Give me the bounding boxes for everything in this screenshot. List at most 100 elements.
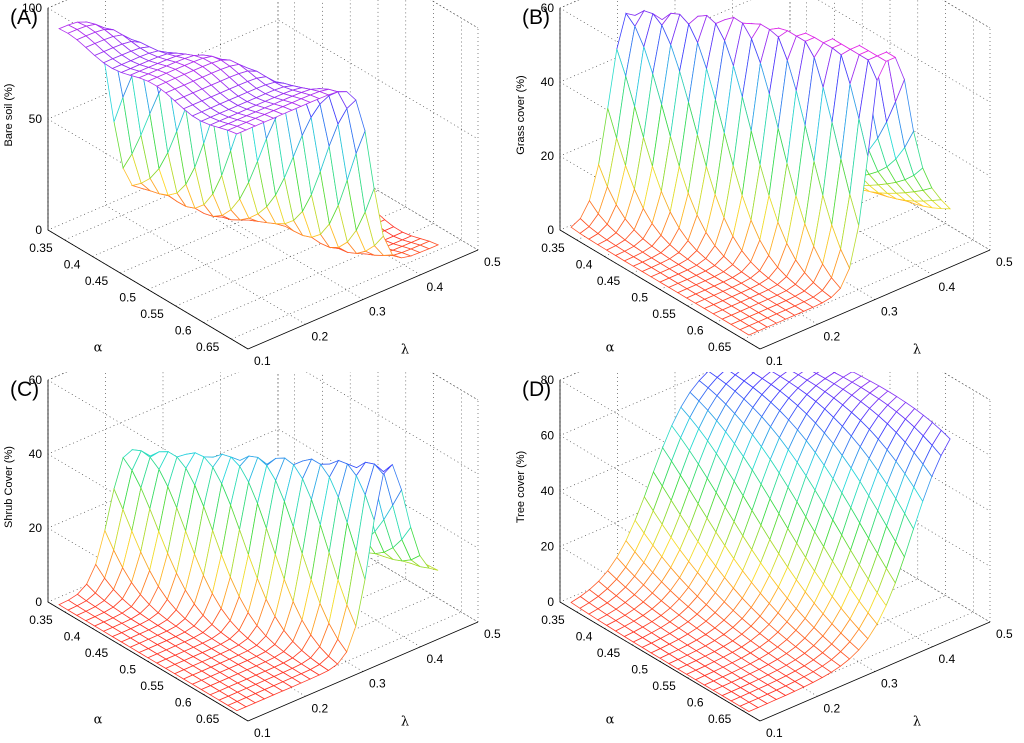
z-tick-label: 0 (35, 595, 42, 609)
surface-plot-a: 0.35 0.4 0.45 0.5 0.55 0.6 0.65 0.1 0.2 0.3 0.4 0.5… (3, 0, 501, 368)
surface-facet (739, 701, 759, 712)
panel-c: (C) 0.35 0.4 0.45 0.5 0.55 0.6 0.65 0.1 0.2 0.3 0.… (0, 372, 512, 743)
alpha-tick-label: 0.4 (576, 257, 593, 271)
y-axis-title: λ (913, 343, 921, 358)
z-tick-label: 40 (541, 484, 555, 498)
alpha-tick-label: 0.45 (85, 646, 109, 660)
z-tick-label: 100 (22, 1, 42, 15)
axis-line (759, 621, 991, 722)
surface-mesh (58, 449, 439, 712)
z-axis-title: Bare soil (%) (3, 84, 15, 147)
lambda-tick-label: 0.4 (939, 280, 956, 294)
z-tick-label: 60 (541, 429, 555, 443)
y-axis-title: λ (401, 343, 409, 358)
x-axis-title: α (606, 713, 615, 728)
alpha-tick-label: 0.65 (708, 712, 732, 726)
lambda-tick-label: 0.2 (312, 329, 329, 343)
lambda-tick-label: 0.2 (824, 329, 841, 343)
axis-line (247, 249, 479, 350)
lambda-tick-label: 0.5 (484, 627, 501, 641)
lambda-tick-label: 0.5 (996, 627, 1013, 641)
z-tick-label: 40 (29, 447, 43, 461)
grid-line (559, 372, 991, 500)
axis-line (759, 249, 991, 350)
lambda-tick-label: 0.2 (312, 701, 329, 715)
lambda-tick-label: 0.3 (369, 305, 386, 319)
z-tick-label: 0 (547, 223, 554, 237)
surface-plot-c: 0.35 0.4 0.45 0.5 0.55 0.6 0.65 0.1 0.2 0.3 0.4 0.5… (3, 372, 501, 740)
lambda-tick-label: 0.3 (369, 677, 386, 691)
z-tick-label: 80 (541, 373, 555, 387)
x-axis-title: α (94, 713, 103, 728)
alpha-tick-label: 0.4 (64, 629, 81, 643)
alpha-tick-label: 0.35 (29, 241, 53, 255)
surface-plot-d: 0.35 0.4 0.45 0.5 0.55 0.6 0.65 0.1 0.2 0.3 0.4 0.5… (515, 372, 1013, 740)
panel-d: (D) 0.35 0.4 0.45 0.5 0.55 0.6 0.65 0.1 0.2 0.3 0.… (512, 372, 1024, 743)
panel-b: (B) 0.35 0.4 0.45 0.5 0.55 0.6 0.65 0.1 0.2 0.3 0.… (512, 0, 1024, 371)
alpha-tick-label: 0.65 (196, 712, 220, 726)
lambda-tick-label: 0.5 (484, 255, 501, 269)
lambda-tick-label: 0.3 (881, 677, 898, 691)
y-axis-title: λ (913, 715, 921, 730)
z-tick-label: 20 (29, 521, 43, 535)
lambda-tick-label: 0.1 (254, 726, 271, 740)
surface-mesh (58, 21, 440, 259)
lambda-tick-label: 0.5 (996, 255, 1013, 269)
alpha-tick-label: 0.4 (576, 629, 593, 643)
panel-label: (D) (522, 378, 552, 401)
surface-mesh (570, 9, 952, 336)
lambda-tick-label: 0.1 (766, 726, 783, 740)
alpha-tick-label: 0.45 (597, 274, 621, 288)
z-axis-title: Tree cover (%) (515, 451, 527, 523)
z-tick-label: 0 (35, 223, 42, 237)
z-tick-label: 50 (29, 112, 43, 126)
alpha-tick-label: 0.6 (687, 324, 704, 338)
lambda-tick-label: 0.1 (254, 354, 271, 368)
surface-facet (226, 125, 248, 135)
alpha-tick-label: 0.6 (687, 696, 704, 710)
alpha-tick-label: 0.35 (541, 241, 565, 255)
surface-facet (739, 325, 759, 336)
alpha-tick-label: 0.65 (708, 340, 732, 354)
alpha-tick-label: 0.35 (29, 613, 53, 627)
lambda-tick-label: 0.4 (427, 280, 444, 294)
axis-line (247, 621, 479, 722)
z-tick-label: 60 (541, 1, 555, 15)
surface-mesh (570, 372, 951, 712)
axis-line (47, 229, 249, 350)
alpha-tick-label: 0.35 (541, 613, 565, 627)
alpha-tick-label: 0.5 (631, 291, 648, 305)
z-tick-label: 60 (29, 373, 43, 387)
alpha-tick-label: 0.55 (652, 679, 676, 693)
x-axis-title: α (94, 341, 103, 356)
alpha-tick-label: 0.55 (140, 679, 164, 693)
y-axis-title: λ (401, 715, 409, 730)
alpha-tick-label: 0.45 (597, 646, 621, 660)
alpha-tick-label: 0.45 (85, 274, 109, 288)
alpha-tick-label: 0.65 (196, 340, 220, 354)
tick-labels: 0.35 0.4 0.45 0.5 0.55 0.6 0.65 0.1 0.2 0.3 0.4 0.5… (22, 1, 501, 368)
z-tick-label: 20 (541, 149, 555, 163)
z-tick-label: 40 (541, 75, 555, 89)
axis-line (47, 601, 249, 722)
lambda-tick-label: 0.4 (939, 652, 956, 666)
alpha-tick-label: 0.55 (652, 307, 676, 321)
panel-label: (C) (10, 378, 40, 401)
alpha-tick-label: 0.5 (119, 663, 136, 677)
alpha-tick-label: 0.5 (119, 291, 136, 305)
lambda-tick-label: 0.1 (766, 354, 783, 368)
alpha-tick-label: 0.6 (175, 324, 192, 338)
panel-label: (A) (10, 6, 38, 29)
lambda-tick-label: 0.2 (824, 701, 841, 715)
alpha-tick-label: 0.55 (140, 307, 164, 321)
alpha-tick-label: 0.4 (64, 257, 81, 271)
z-tick-label: 20 (541, 540, 555, 554)
lambda-tick-label: 0.3 (881, 305, 898, 319)
axis-line (559, 229, 761, 350)
alpha-tick-label: 0.5 (631, 663, 648, 677)
z-axis-title: Grass cover (%) (515, 75, 527, 154)
surface-facet (227, 701, 247, 712)
panel-label: (B) (522, 6, 550, 29)
tick-labels: 0.35 0.4 0.45 0.5 0.55 0.6 0.65 0.1 0.2 0.3 0.4 0.5… (29, 373, 501, 740)
tick-labels: 0.35 0.4 0.45 0.5 0.55 0.6 0.65 0.1 0.2 0.3 0.4 0.5… (541, 373, 1013, 740)
